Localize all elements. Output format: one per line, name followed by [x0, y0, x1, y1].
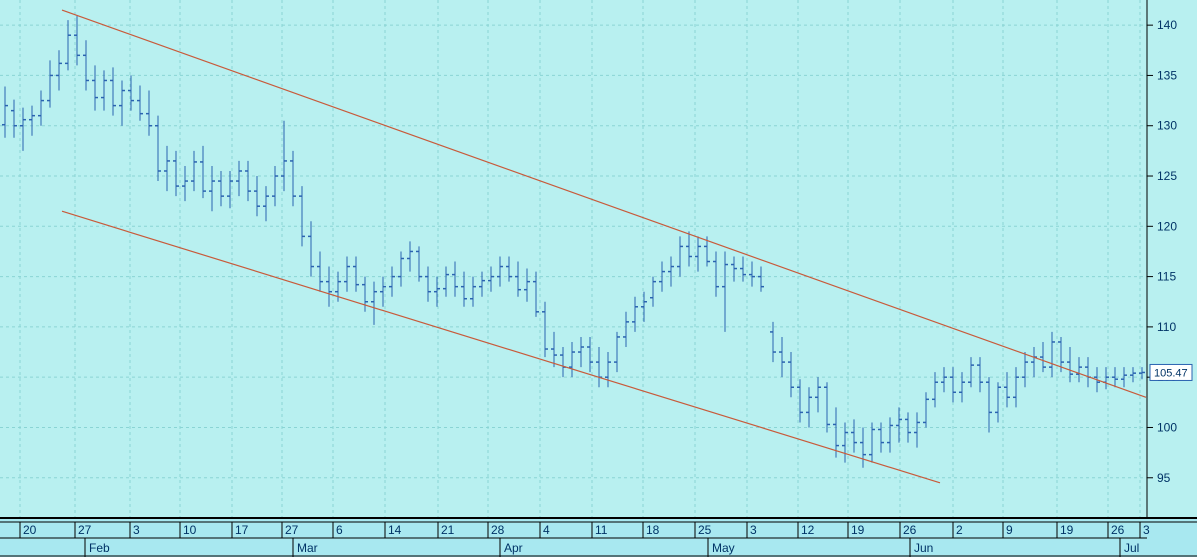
svg-text:12: 12 — [801, 523, 815, 537]
svg-text:27: 27 — [78, 523, 92, 537]
svg-text:100: 100 — [1157, 420, 1177, 434]
svg-text:18: 18 — [646, 523, 660, 537]
svg-text:10: 10 — [183, 523, 197, 537]
svg-text:130: 130 — [1157, 119, 1177, 133]
svg-text:3: 3 — [750, 523, 757, 537]
svg-text:27: 27 — [285, 523, 299, 537]
chart-canvas: 95100105110115120125130135140105.4720273… — [0, 0, 1197, 557]
svg-text:Mar: Mar — [297, 541, 318, 555]
svg-text:Jun: Jun — [914, 541, 933, 555]
svg-text:3: 3 — [1143, 523, 1150, 537]
svg-text:28: 28 — [491, 523, 505, 537]
svg-text:140: 140 — [1157, 18, 1177, 32]
svg-text:110: 110 — [1157, 320, 1176, 334]
svg-text:105.47: 105.47 — [1154, 367, 1188, 379]
svg-text:4: 4 — [543, 523, 550, 537]
svg-text:9: 9 — [1006, 523, 1013, 537]
svg-text:21: 21 — [441, 523, 455, 537]
svg-text:May: May — [712, 541, 735, 555]
svg-text:14: 14 — [388, 523, 402, 537]
price-chart[interactable]: 95100105110115120125130135140105.4720273… — [0, 0, 1197, 557]
svg-text:19: 19 — [851, 523, 865, 537]
svg-text:2: 2 — [956, 523, 963, 537]
svg-text:11: 11 — [595, 523, 608, 537]
svg-text:20: 20 — [23, 523, 37, 537]
svg-text:Apr: Apr — [504, 541, 523, 555]
svg-text:115: 115 — [1157, 270, 1176, 284]
svg-text:17: 17 — [235, 523, 249, 537]
svg-text:6: 6 — [336, 523, 343, 537]
svg-text:25: 25 — [698, 523, 712, 537]
svg-text:Jul: Jul — [1124, 541, 1139, 555]
svg-text:19: 19 — [1060, 523, 1074, 537]
svg-text:26: 26 — [1111, 523, 1125, 537]
svg-text:Feb: Feb — [89, 541, 110, 555]
svg-text:135: 135 — [1157, 68, 1177, 82]
svg-text:95: 95 — [1157, 471, 1171, 485]
svg-text:120: 120 — [1157, 219, 1177, 233]
svg-text:26: 26 — [903, 523, 917, 537]
svg-text:3: 3 — [133, 523, 140, 537]
svg-text:125: 125 — [1157, 169, 1177, 183]
